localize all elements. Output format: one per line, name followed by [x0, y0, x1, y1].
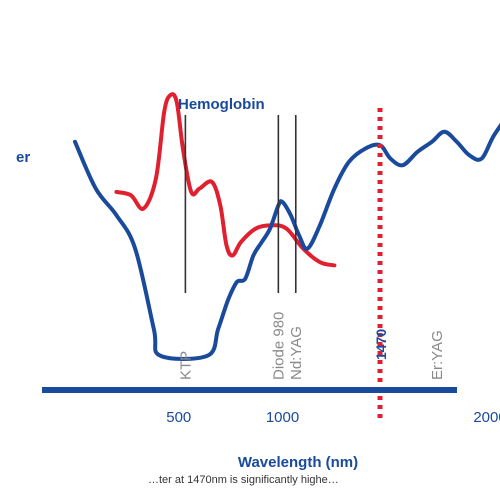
series-line-water	[73, 122, 500, 361]
laser-label-nd-yag: Nd:YAG	[288, 326, 305, 380]
x-ticks-layer: 500 1000 2000	[166, 409, 500, 426]
curve-label-er: er	[16, 149, 30, 166]
x-tick-label: 2000	[473, 409, 500, 426]
curve-label-hemoglobin: Hemoglobin	[178, 96, 265, 113]
marker-label-1470: 1470	[373, 329, 389, 360]
series-line-hemoglobin	[114, 92, 337, 268]
caption-text: …ter at 1470nm is significantly highe…	[148, 474, 339, 486]
x-axis-line	[42, 387, 457, 393]
laser-label-er-yag: Er:YAG	[429, 330, 446, 380]
x-tick-label: 500	[166, 409, 191, 426]
series-layer	[73, 92, 500, 361]
x-axis-label: Wavelength (nm)	[238, 454, 358, 471]
laser-label-diode-980: Diode 980	[270, 312, 287, 380]
laser-label-ktp: KTP	[177, 351, 194, 380]
x-tick-label: 1000	[266, 409, 299, 426]
laser-lines-layer	[184, 108, 383, 420]
